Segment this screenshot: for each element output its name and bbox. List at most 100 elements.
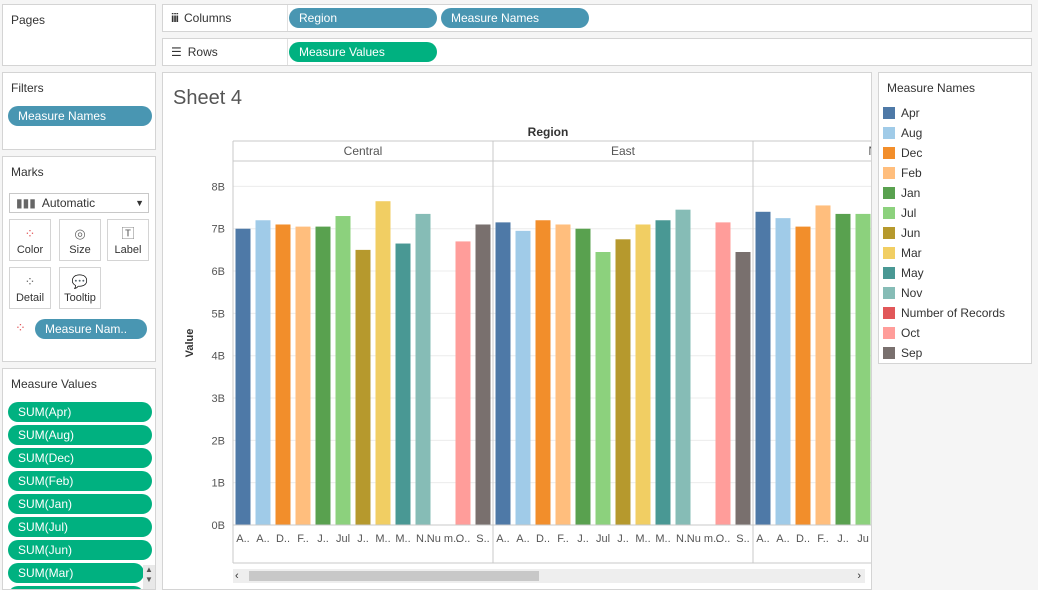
legend-item[interactable]: Jan xyxy=(883,183,920,203)
chevron-down-icon: ▼ xyxy=(135,198,144,208)
bar xyxy=(395,243,411,525)
filters-title: Filters xyxy=(11,81,44,95)
legend-item[interactable]: May xyxy=(883,263,924,283)
color-mark-icon: ⁘ xyxy=(15,320,26,335)
measure-values-title: Measure Values xyxy=(11,377,97,391)
scroll-down-icon[interactable]: ▼ xyxy=(145,575,153,584)
x-tick-label: A.. xyxy=(776,533,789,545)
scroll-up-icon[interactable]: ▲ xyxy=(145,565,153,574)
detail-button[interactable]: ⁘ Detail xyxy=(9,267,51,309)
legend-item[interactable]: Number of Records xyxy=(883,303,1005,323)
bar xyxy=(455,241,471,525)
x-tick-label: Ju xyxy=(857,533,869,545)
legend-item[interactable]: Mar xyxy=(883,243,922,263)
marks-color-pill-measure-names[interactable]: Measure Nam.. xyxy=(35,319,147,339)
measure-pill[interactable]: SUM(Jul) xyxy=(8,517,152,537)
legend-item[interactable]: Jun xyxy=(883,223,920,243)
legend-item[interactable]: Nov xyxy=(883,283,922,303)
filters-panel: Filters Measure Names xyxy=(2,72,156,150)
vertical-scrollbar[interactable]: ▲ ▼ xyxy=(143,565,155,589)
tooltip-button[interactable]: 💬 Tooltip xyxy=(59,267,101,309)
scrollbar-thumb[interactable] xyxy=(249,571,539,581)
sheet-panel: Sheet 4 Region Value 0B 1B 2B 3B 4B 5B 6B 7B 8B C… xyxy=(162,72,872,590)
legend-label: Aug xyxy=(901,126,923,140)
legend-swatch xyxy=(883,127,895,139)
x-tick-label: N.. xyxy=(416,533,430,545)
y-tick-label: 4B xyxy=(212,351,225,363)
bar xyxy=(495,222,511,526)
legend-swatch xyxy=(883,327,895,339)
x-tick-label: F.. xyxy=(557,533,569,545)
scroll-right-icon[interactable]: › xyxy=(857,570,861,582)
bar xyxy=(335,216,351,525)
x-tick-label: O.. xyxy=(716,533,731,545)
legend-swatch xyxy=(883,147,895,159)
scroll-left-icon[interactable]: ‹ xyxy=(235,570,239,582)
marks-title: Marks xyxy=(11,165,44,179)
rows-pill-measure-values[interactable]: Measure Values xyxy=(289,42,437,62)
size-button[interactable]: ◎ Size xyxy=(59,219,101,261)
mark-type-select[interactable]: ▮▮▮ Automatic ▼ xyxy=(9,193,149,213)
legend-swatch xyxy=(883,247,895,259)
measure-pill[interactable]: SUM(Aug) xyxy=(8,425,152,445)
rows-shelf[interactable]: ☰ Rows Measure Values xyxy=(162,38,1032,66)
measure-pill[interactable]: SUM(Mar) xyxy=(8,563,144,583)
marks-panel: Marks ▮▮▮ Automatic ▼ ⁘ Color ◎ Size 🅃 Labe… xyxy=(2,156,156,362)
measure-pill-partial[interactable] xyxy=(8,586,144,589)
legend-item[interactable]: Apr xyxy=(883,103,920,123)
sheet-title: Sheet 4 xyxy=(173,87,242,109)
legend-item[interactable]: Jul xyxy=(883,203,916,223)
legend-swatch xyxy=(883,107,895,119)
color-dots-icon: ⁘ xyxy=(24,226,36,241)
measure-pill[interactable]: SUM(Apr) xyxy=(8,402,152,422)
columns-pill-region[interactable]: Region xyxy=(289,8,437,28)
measure-pill[interactable]: SUM(Feb) xyxy=(8,471,152,491)
bar-chart: Region Value 0B 1B 2B 3B 4B 5B 6B 7B 8B Central A.… xyxy=(184,125,871,564)
columns-pill-measure-names[interactable]: Measure Names xyxy=(441,8,589,28)
x-tick-label: M.. xyxy=(655,533,670,545)
region-header: East xyxy=(611,144,636,158)
horizontal-scrollbar[interactable]: ‹ › xyxy=(233,569,865,583)
color-button[interactable]: ⁘ Color xyxy=(9,219,51,261)
legend-item[interactable]: Aug xyxy=(883,123,922,143)
y-tick-label: 6B xyxy=(212,266,225,278)
columns-shelf[interactable]: iii Columns Region Measure Names xyxy=(162,4,1032,32)
measure-pill[interactable]: SUM(Jun) xyxy=(8,540,152,560)
legend-label: May xyxy=(901,266,924,280)
label-button[interactable]: 🅃 Label xyxy=(107,219,149,261)
legend-label: Jul xyxy=(901,206,917,220)
measure-pill[interactable]: SUM(Dec) xyxy=(8,448,152,468)
legend-label: Oct xyxy=(901,326,920,340)
bar xyxy=(755,211,771,525)
legend-item[interactable]: Dec xyxy=(883,143,922,163)
legend-swatch xyxy=(883,307,895,319)
legend-item[interactable]: Feb xyxy=(883,163,922,183)
x-tick-label: M.. xyxy=(635,533,650,545)
y-tick-label: 8B xyxy=(212,181,225,193)
legend-label: Number of Records xyxy=(901,306,1006,320)
legend-swatch xyxy=(883,167,895,179)
legend-item[interactable]: Oct xyxy=(883,323,920,343)
bar xyxy=(275,224,291,525)
shelf-divider xyxy=(287,5,288,31)
bar xyxy=(535,220,551,526)
bar xyxy=(615,239,631,526)
x-tick-label: A.. xyxy=(516,533,529,545)
filter-pill-measure-names[interactable]: Measure Names xyxy=(8,106,152,126)
measure-pill[interactable]: SUM(Jan) xyxy=(8,494,152,514)
x-tick-label: J.. xyxy=(837,533,849,545)
legend-label: Jan xyxy=(901,186,921,200)
x-tick-label: F.. xyxy=(817,533,829,545)
legend-label: Mar xyxy=(901,246,922,260)
x-tick-label: Nu m.. xyxy=(427,533,459,545)
shelf-divider xyxy=(287,39,288,65)
bar xyxy=(375,201,391,526)
legend-item[interactable]: Sep xyxy=(883,343,922,363)
legend-swatch xyxy=(883,187,895,199)
x-tick-label: Jul xyxy=(596,533,610,545)
y-tick-label: 5B xyxy=(212,308,225,320)
label-t-icon: 🅃 xyxy=(121,226,135,241)
x-tick-label: J.. xyxy=(577,533,589,545)
x-tick-label: M.. xyxy=(395,533,410,545)
measure-values-panel: Measure Values SUM(Apr) SUM(Aug) SUM(Dec… xyxy=(2,368,156,590)
